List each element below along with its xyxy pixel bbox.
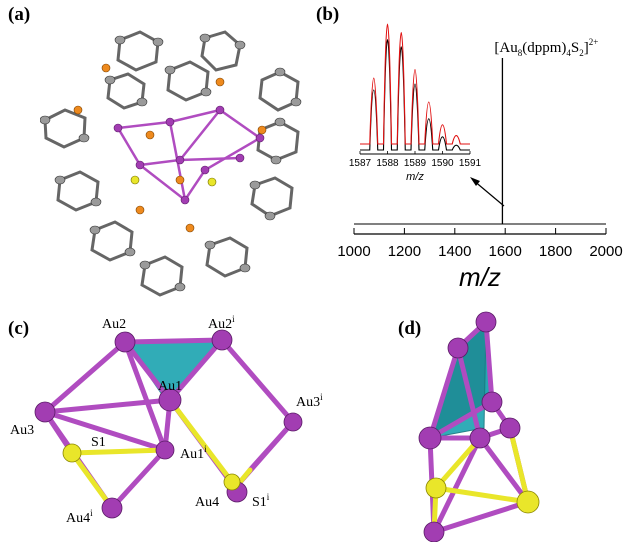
gold-atoms-c	[34, 329, 303, 519]
core-structure-d	[418, 311, 540, 542]
gold-atoms-d	[418, 311, 521, 542]
formula-sub-s: 2	[579, 48, 584, 58]
inset-tick-label: 1590	[431, 158, 454, 169]
carbon-atoms	[40, 33, 302, 292]
panel-label-b: (b)	[316, 4, 340, 25]
inset-isotope-series	[360, 23, 470, 151]
crystal-structure-a	[40, 30, 302, 297]
formula-mid: (dppm)	[522, 40, 566, 56]
main-tick-label: 1800	[539, 243, 572, 260]
label-s1: S1	[91, 435, 106, 450]
main-tick-label: 1600	[489, 243, 522, 260]
main-tick-label: 2000	[589, 243, 622, 260]
panel-label-d: (d)	[398, 318, 422, 339]
formula-base: [Au	[494, 40, 518, 56]
inset-tick-label: 1591	[459, 158, 482, 169]
label-au3i: Au3i	[296, 392, 323, 410]
formula-sub-dppm: 4	[566, 48, 571, 58]
main-tick-label: 1400	[438, 243, 471, 260]
label-au3: Au3	[10, 423, 34, 438]
panel-label-a: (a)	[8, 4, 31, 25]
peak-annotation: [Au8(dppm)4S2]2+	[494, 37, 598, 58]
core-structure-c: Au2 Au2i Au1 Au3 Au3i S1 Au1i Au4i Au4 S…	[10, 314, 323, 526]
formula-sub-au: 8	[518, 48, 523, 58]
main-tick-label: 1200	[388, 243, 421, 260]
main-spectrum-trace	[354, 58, 606, 225]
label-au1i: Au1i	[180, 444, 207, 462]
label-au4i: Au4i	[66, 508, 93, 526]
label-au2: Au2	[102, 317, 126, 332]
inset-x-ticks: 1587 1588 1589 1590 1591	[349, 151, 482, 169]
inset-series-trace	[360, 23, 470, 145]
formula-charge: 2+	[589, 37, 599, 47]
phosphorus-atoms	[73, 63, 267, 233]
gold-atoms	[113, 105, 265, 205]
panel-label-c: (c)	[8, 318, 30, 339]
inset-x-axis-label: m/z	[406, 171, 424, 183]
formula-bracket: ]	[584, 40, 589, 56]
sulfur-atoms-c	[62, 443, 241, 491]
main-tick-label: 1000	[337, 243, 370, 260]
label-au1: Au1	[158, 379, 182, 394]
inset-tick-label: 1589	[404, 158, 427, 169]
label-au2i: Au2i	[208, 314, 235, 332]
formula-s: S	[571, 40, 579, 56]
label-s1i: S1i	[252, 492, 270, 510]
sulfur-atoms-d	[425, 477, 540, 514]
inset-arrow	[470, 177, 505, 207]
gold-core-bonds	[116, 108, 261, 202]
main-x-ticks: 1000 1200 1400 1600 1800 2000	[337, 228, 623, 260]
inset-tick-label: 1587	[349, 158, 372, 169]
label-au4: Au4	[195, 495, 219, 510]
inset-tick-label: 1588	[376, 158, 399, 169]
inset-series-trace	[360, 39, 470, 151]
main-x-axis-label: m/z	[459, 262, 501, 292]
mass-spectrum-chart: 1000 1200 1400 1600 1800 2000 m/z [Au8(dppm)4…	[337, 23, 623, 292]
sulfur-atoms	[130, 175, 217, 187]
